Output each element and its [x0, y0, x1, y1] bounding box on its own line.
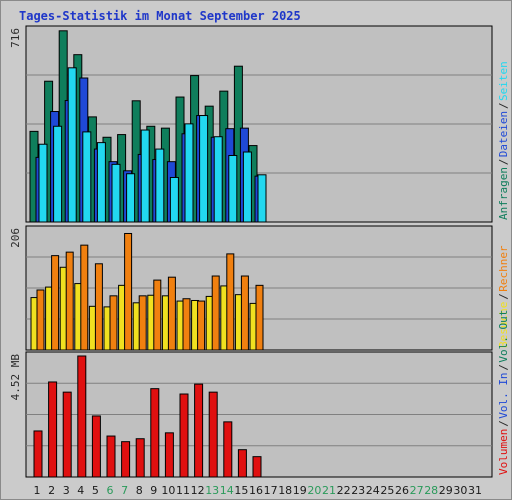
- bar-rechner-day-15: [240, 275, 249, 351]
- x-tick-label: 24: [366, 484, 380, 497]
- legend-volumen: Volumen: [497, 429, 510, 475]
- bar-seiten-day-5: [96, 142, 106, 223]
- bar-rechner-day-5: [94, 263, 103, 351]
- bar-seiten-day-13: [213, 136, 223, 223]
- legend-vol-out: Vol. Out: [497, 310, 510, 363]
- bar-seiten-day-14: [228, 154, 238, 223]
- x-tick-label: 13: [205, 484, 219, 497]
- bar-volumen-day-9: [150, 388, 160, 478]
- x-tick-label: 15: [234, 484, 248, 497]
- legend-dateien: Dateien: [497, 111, 510, 157]
- legend-rechner: Rechner: [497, 245, 510, 292]
- bar-seiten-day-12: [199, 115, 209, 223]
- chart-title: Tages-Statistik im Monat September 2025: [19, 9, 301, 23]
- bar-volumen-day-2: [48, 381, 58, 478]
- x-tick-label: 18: [278, 484, 292, 497]
- bar-seiten-day-11: [184, 123, 194, 223]
- bar-seiten-day-4: [82, 131, 92, 223]
- x-tick-label: 5: [92, 484, 99, 497]
- bar-rechner-day-6: [109, 295, 118, 351]
- legend-separator: /: [497, 159, 510, 166]
- bar-rechner-day-4: [80, 244, 89, 351]
- x-tick-label: 25: [380, 484, 394, 497]
- legend-separator: /: [497, 420, 510, 427]
- bar-volumen-day-5: [91, 415, 101, 478]
- legend-separator: /: [497, 364, 510, 371]
- x-tick-label: 21: [322, 484, 336, 497]
- x-tick-label: 22: [337, 484, 351, 497]
- x-tick-label: 7: [121, 484, 128, 497]
- bar-rechner-day-13: [211, 275, 220, 351]
- x-tick-label: 12: [191, 484, 205, 497]
- x-tick-label: 29: [439, 484, 453, 497]
- bar-seiten-day-9: [155, 148, 165, 223]
- y-max-label-2: 206: [9, 228, 22, 248]
- bar-seiten-day-10: [169, 176, 179, 223]
- x-tick-label: 28: [424, 484, 438, 497]
- bar-volumen-day-6: [106, 435, 116, 478]
- bar-volumen-day-1: [33, 430, 43, 478]
- bar-volumen-day-7: [121, 441, 131, 478]
- bar-volumen-day-15: [237, 449, 247, 478]
- x-tick-label: 3: [63, 484, 70, 497]
- x-tick-label: 2: [48, 484, 55, 497]
- bar-volumen-day-12: [194, 383, 204, 478]
- x-tick-label: 9: [150, 484, 157, 497]
- bar-seiten-day-3: [67, 67, 77, 223]
- bar-volumen-day-16: [252, 456, 262, 478]
- x-tick-label: 19: [293, 484, 307, 497]
- bar-rechner-day-14: [226, 253, 235, 351]
- y-max-label-1: 716: [9, 28, 22, 48]
- bar-volumen-day-4: [77, 355, 87, 478]
- legend-seiten: Seiten: [497, 61, 510, 101]
- bar-seiten-day-1: [38, 143, 48, 223]
- legend-separator: /: [497, 102, 510, 109]
- bar-volumen-day-10: [164, 432, 174, 478]
- bar-rechner-day-7: [124, 232, 133, 351]
- bar-rechner-day-10: [167, 276, 176, 351]
- bar-rechner-day-16: [255, 284, 264, 351]
- bar-seiten-day-16: [257, 174, 267, 223]
- bar-seiten-day-8: [140, 129, 150, 223]
- x-tick-label: 14: [220, 484, 234, 497]
- x-tick-label: 1: [34, 484, 41, 497]
- x-tick-label: 8: [136, 484, 143, 497]
- bar-seiten-day-6: [111, 163, 121, 223]
- x-tick-label: 26: [395, 484, 409, 497]
- bar-volumen-day-13: [208, 391, 218, 478]
- bar-seiten-day-7: [126, 173, 136, 223]
- x-tick-label: 20: [307, 484, 321, 497]
- x-tick-label: 16: [249, 484, 263, 497]
- y-max-label-3: 4.52 MB: [9, 354, 22, 401]
- bar-rechner-day-1: [36, 289, 45, 351]
- bar-seiten-day-2: [53, 125, 63, 223]
- x-tick-label: 6: [107, 484, 114, 497]
- x-tick-label: 11: [176, 484, 190, 497]
- bar-volumen-day-8: [135, 438, 145, 478]
- bar-rechner-day-8: [138, 295, 147, 351]
- bar-volumen-day-11: [179, 393, 189, 478]
- legend-vol-in: Vol. In: [497, 372, 510, 418]
- bar-rechner-day-3: [65, 251, 74, 351]
- x-tick-label: 31: [468, 484, 482, 497]
- legend-besuche: Besuche: [497, 302, 510, 348]
- legend-separator: /: [497, 293, 510, 300]
- x-tick-label: 4: [77, 484, 84, 497]
- bar-rechner-day-9: [153, 279, 162, 351]
- x-tick-label: 10: [161, 484, 175, 497]
- bar-volumen-day-3: [62, 391, 72, 478]
- legend-anfragen: Anfragen: [497, 167, 510, 220]
- x-tick-label: 17: [264, 484, 278, 497]
- bar-rechner-day-11: [182, 298, 191, 351]
- bar-rechner-day-12: [197, 300, 206, 351]
- x-tick-label: 23: [351, 484, 365, 497]
- bar-volumen-day-14: [223, 421, 233, 478]
- bar-rechner-day-2: [51, 255, 60, 351]
- x-tick-label: 30: [453, 484, 467, 497]
- bar-seiten-day-15: [242, 151, 252, 223]
- x-tick-label: 27: [410, 484, 424, 497]
